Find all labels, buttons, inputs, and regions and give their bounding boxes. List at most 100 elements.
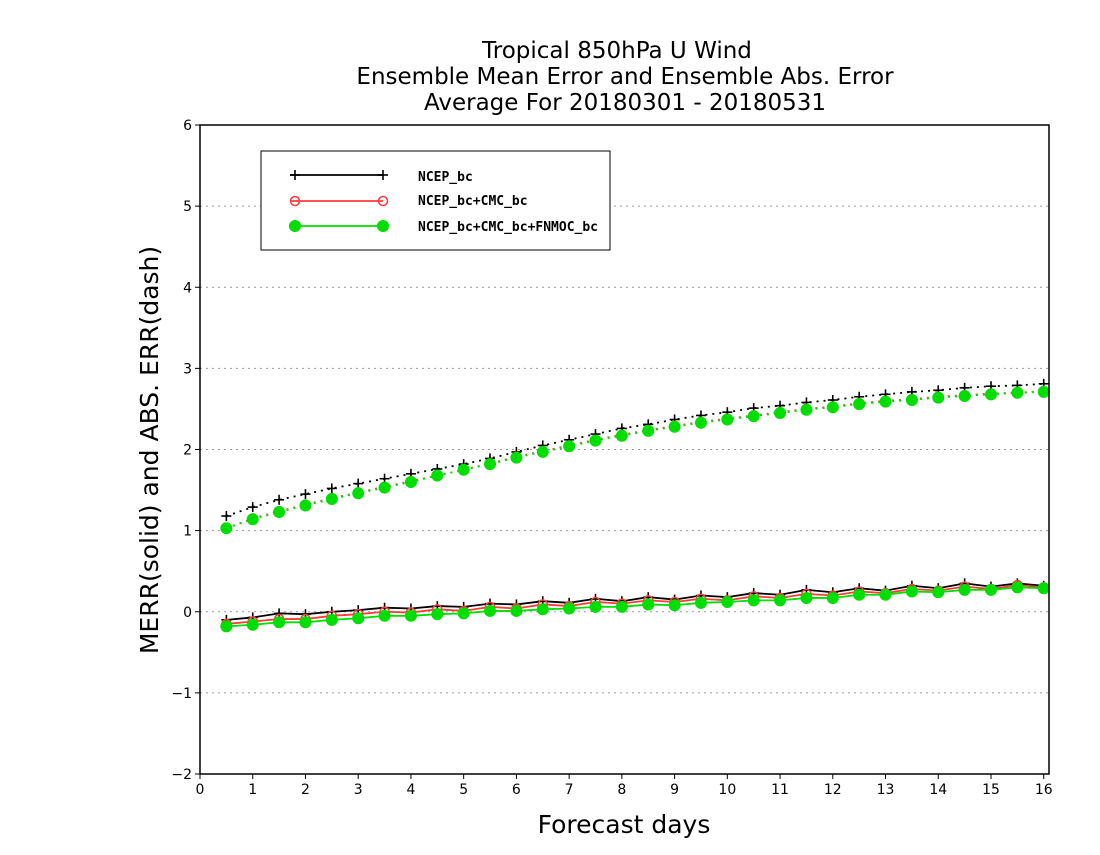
data-point: [325, 613, 338, 626]
x-tick-label: 14: [929, 782, 947, 798]
data-point: [1011, 386, 1024, 399]
x-axis-title: Forecast days: [538, 810, 711, 839]
data-point: [905, 585, 918, 598]
series-line: [226, 390, 1044, 530]
legend-marker: [378, 170, 388, 180]
data-point: [536, 445, 549, 458]
x-tick-label: 2: [301, 782, 310, 798]
data-point: [879, 395, 892, 408]
data-point: [984, 583, 997, 596]
x-tick-label: 1: [248, 782, 257, 798]
data-point: [642, 424, 655, 437]
x-tick-label: 7: [565, 782, 574, 798]
x-axis-ticks: 0 1 2 3 4 5 6 7 8 9 10 11 12 13 14 15 16: [196, 774, 1053, 798]
y-tick-label: 4: [183, 280, 192, 296]
data-point: [326, 483, 337, 494]
data-point: [431, 608, 444, 621]
legend-entry-1: [290, 170, 388, 180]
series-line: [226, 586, 1044, 628]
data-point: [484, 458, 497, 471]
y-tick-label: −2: [171, 767, 192, 783]
y-tick-label: 6: [183, 118, 192, 134]
data-point: [774, 594, 787, 607]
data-point: [694, 596, 707, 609]
data-point: [721, 413, 734, 426]
data-point: [958, 583, 971, 596]
data-point: [457, 463, 470, 476]
data-point: [457, 607, 470, 620]
data-point: [984, 388, 997, 401]
x-tick-label: 12: [824, 782, 842, 798]
data-point: [853, 398, 866, 411]
x-tick-label: 16: [1035, 782, 1053, 798]
legend-label-3: NCEP_bc+CMC_bc+FNMOC_bc: [418, 220, 598, 235]
y-tick-label: 1: [183, 524, 192, 540]
data-point: [404, 475, 417, 488]
data-point: [221, 511, 232, 522]
series-5: [220, 581, 1050, 633]
data-point: [352, 487, 365, 500]
data-point: [853, 588, 866, 601]
legend-marker: [377, 195, 389, 207]
data-point: [774, 406, 787, 419]
data-point: [668, 599, 681, 612]
y-axis-ticks: −2 −1 0 1 2 3 4 5 6: [171, 118, 200, 783]
data-point: [1037, 582, 1050, 595]
data-point: [246, 618, 259, 631]
data-point: [826, 401, 839, 414]
x-tick-label: 15: [982, 782, 1000, 798]
series-layer: [220, 378, 1050, 633]
data-point: [352, 612, 365, 625]
data-point: [932, 391, 945, 404]
legend: NCEP_bc NCEP_bc+CMC_bc NCEP_bc+CMC_bc+FN…: [260, 150, 611, 251]
data-point: [536, 603, 549, 616]
data-point: [563, 602, 576, 615]
data-point: [747, 594, 760, 607]
legend-marker: [289, 220, 301, 232]
legend-label-1: NCEP_bc: [418, 170, 473, 185]
data-point: [747, 410, 760, 423]
data-point: [589, 600, 602, 613]
data-point: [378, 481, 391, 494]
data-point: [589, 434, 602, 447]
y-tick-label: −1: [171, 686, 192, 702]
data-point: [247, 502, 258, 513]
data-point: [353, 478, 364, 489]
legend-label-2: NCEP_bc+CMC_bc: [418, 194, 528, 209]
legend-marks: [289, 170, 389, 232]
x-tick-label: 0: [196, 782, 205, 798]
y-axis-title: MERR(solid) and ABS. ERR(dash): [135, 246, 164, 654]
x-tick-label: 4: [406, 782, 415, 798]
y-tick-label: 5: [183, 199, 192, 215]
data-point: [220, 522, 233, 535]
data-point: [800, 591, 813, 604]
x-tick-label: 10: [718, 782, 736, 798]
data-point: [694, 416, 707, 429]
data-point: [274, 494, 285, 505]
data-point: [615, 600, 628, 613]
data-point: [510, 604, 523, 617]
data-point: [721, 596, 734, 609]
data-point: [800, 403, 813, 416]
data-point: [431, 469, 444, 482]
data-point: [246, 513, 259, 526]
y-tick-label: 0: [183, 605, 192, 621]
x-tick-label: 13: [877, 782, 895, 798]
data-point: [826, 591, 839, 604]
data-point: [642, 598, 655, 611]
data-point: [932, 586, 945, 599]
x-tick-label: 6: [512, 782, 521, 798]
data-point: [273, 616, 286, 629]
data-point: [300, 489, 311, 500]
data-point: [299, 616, 312, 629]
x-tick-label: 11: [771, 782, 789, 798]
data-point: [905, 394, 918, 407]
legend-marker: [290, 170, 300, 180]
data-point: [1037, 385, 1050, 398]
y-tick-label: 2: [183, 443, 192, 459]
data-point: [615, 429, 628, 442]
x-tick-label: 9: [670, 782, 679, 798]
data-point: [299, 499, 312, 512]
data-point: [273, 505, 286, 518]
series-6: [220, 385, 1050, 535]
